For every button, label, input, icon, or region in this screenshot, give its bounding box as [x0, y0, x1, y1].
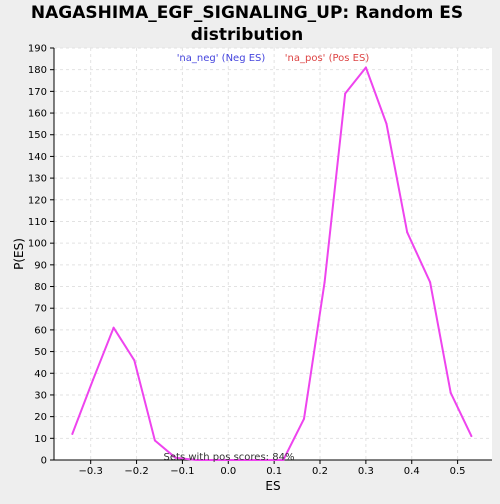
grid: [54, 47, 492, 460]
x-axis-label: ES: [265, 479, 280, 493]
y-tick-label: 190: [28, 44, 47, 55]
x-tick-label: 0.0: [220, 466, 236, 477]
y-tick-label: 90: [34, 260, 47, 271]
data-point: [470, 435, 473, 438]
x-tick-label: 0.1: [266, 466, 282, 477]
y-tick-label: 50: [34, 347, 47, 358]
y-tick-label: 180: [28, 65, 47, 76]
data-point: [236, 459, 239, 461]
data-point: [215, 459, 218, 461]
y-tick-label: 40: [34, 369, 47, 380]
data-point: [406, 231, 409, 234]
x-tick-label: −0.2: [124, 466, 148, 477]
y-tick-label: 70: [34, 304, 47, 315]
data-point: [429, 281, 432, 284]
y-tick-label: 110: [28, 217, 47, 228]
chart-title-line-2: distribution: [191, 25, 303, 45]
chart-title-line-1: NAGASHIMA_EGF_SIGNALING_UP: Random ES: [31, 3, 463, 23]
data-point: [195, 459, 198, 461]
y-tick-label: 20: [34, 412, 47, 423]
y-tick-label: 150: [28, 130, 47, 141]
data-point: [257, 459, 260, 461]
ticks: 0 10 20 30 40 50 60 70 80 90 100 110 120 130 140 150 160…: [28, 44, 466, 478]
data-point: [112, 326, 115, 329]
data-point: [153, 439, 156, 442]
pos-scores-annotation: Sets with pos scores: 84%: [164, 452, 295, 463]
data-point: [277, 459, 280, 461]
data-point: [364, 66, 367, 69]
data-point: [323, 281, 326, 284]
x-tick-label: 0.5: [450, 466, 466, 477]
y-axis-label: P(ES): [12, 238, 26, 270]
y-tick-label: 140: [28, 152, 47, 163]
y-tick-label: 30: [34, 390, 47, 401]
x-tick-label: −0.1: [170, 466, 194, 477]
legend-pos: 'na_pos' (Pos ES): [285, 53, 370, 64]
y-tick-label: 10: [34, 434, 47, 445]
data-point: [133, 359, 136, 362]
y-tick-label: 0: [41, 456, 47, 467]
data-point: [282, 459, 285, 461]
x-tick-label: −0.3: [79, 466, 103, 477]
data-point: [449, 391, 452, 394]
data-point: [385, 122, 388, 125]
data-point: [303, 417, 305, 420]
data-point: [174, 456, 177, 459]
x-tick-label: 0.4: [404, 466, 420, 477]
y-tick-label: 60: [34, 325, 47, 336]
plot-area: [54, 48, 492, 460]
x-tick-label: 0.2: [312, 466, 328, 477]
x-tick-label: 0.3: [358, 466, 374, 477]
y-tick-label: 160: [28, 109, 47, 120]
data-point: [344, 92, 347, 95]
y-tick-label: 130: [28, 174, 47, 185]
y-tick-label: 80: [34, 282, 47, 293]
y-tick-label: 120: [28, 195, 47, 206]
data-point: [92, 378, 94, 381]
series: [71, 66, 473, 461]
legend-neg: 'na_neg' (Neg ES): [177, 53, 266, 64]
y-tick-label: 170: [28, 87, 47, 98]
y-tick-label: 100: [28, 239, 47, 250]
data-point: [71, 433, 74, 435]
